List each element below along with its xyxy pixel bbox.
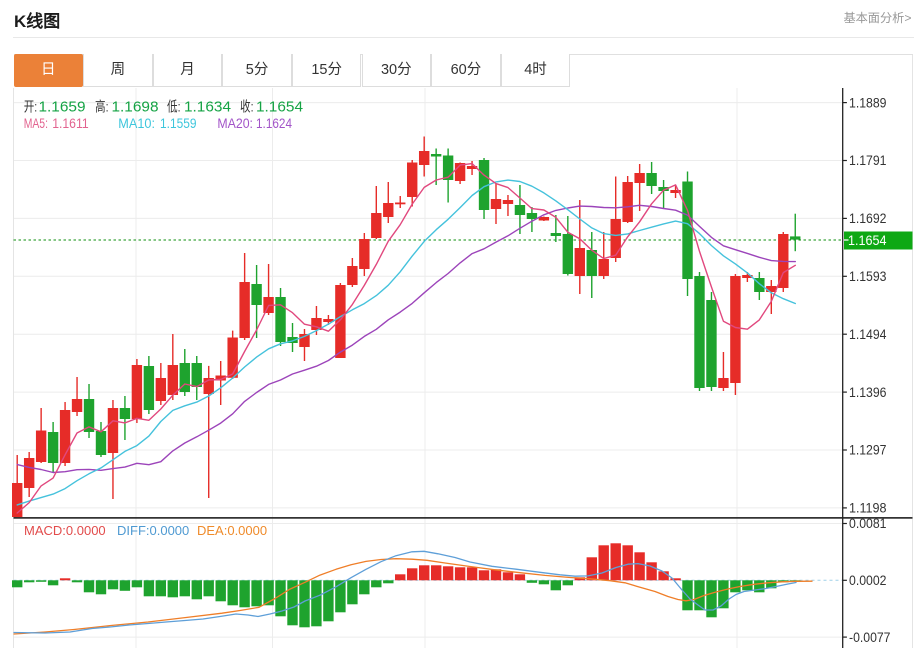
- svg-text:1.1396: 1.1396: [849, 385, 887, 400]
- svg-text:1.1659: 1.1659: [39, 99, 86, 116]
- svg-text:-0.0077: -0.0077: [849, 630, 891, 645]
- svg-text:高:: 高:: [95, 99, 109, 115]
- svg-text:MA10:: MA10:: [118, 116, 155, 131]
- svg-text:MA20:: MA20:: [217, 116, 253, 131]
- svg-text:1.1559: 1.1559: [160, 116, 197, 131]
- svg-text:0.0002: 0.0002: [849, 573, 887, 588]
- svg-text:1.1634: 1.1634: [184, 99, 231, 116]
- svg-text:开:: 开:: [24, 99, 38, 115]
- svg-text:MACD:0.0000: MACD:0.0000: [24, 523, 106, 538]
- svg-text:0.0081: 0.0081: [849, 516, 887, 531]
- svg-text:收:: 收:: [240, 99, 254, 115]
- svg-text:1.1494: 1.1494: [849, 327, 887, 342]
- svg-text:MA5:: MA5:: [24, 116, 48, 131]
- svg-text:1.1791: 1.1791: [849, 153, 887, 168]
- svg-text:1.1593: 1.1593: [849, 269, 887, 284]
- svg-text:1.1611: 1.1611: [52, 116, 88, 131]
- svg-text:1.1624: 1.1624: [256, 116, 292, 131]
- svg-text:1.1654: 1.1654: [256, 99, 303, 116]
- svg-text:1.1889: 1.1889: [849, 95, 887, 110]
- svg-text:1.1654: 1.1654: [848, 233, 887, 248]
- svg-text:1.1297: 1.1297: [849, 443, 887, 458]
- svg-text:1.1692: 1.1692: [849, 211, 887, 226]
- svg-text:1.1698: 1.1698: [112, 99, 159, 116]
- svg-text:DIFF:0.0000: DIFF:0.0000: [117, 523, 189, 538]
- svg-text:低:: 低:: [167, 99, 181, 115]
- svg-text:DEA:0.0000: DEA:0.0000: [197, 523, 267, 538]
- svg-text:1.1198: 1.1198: [849, 501, 887, 516]
